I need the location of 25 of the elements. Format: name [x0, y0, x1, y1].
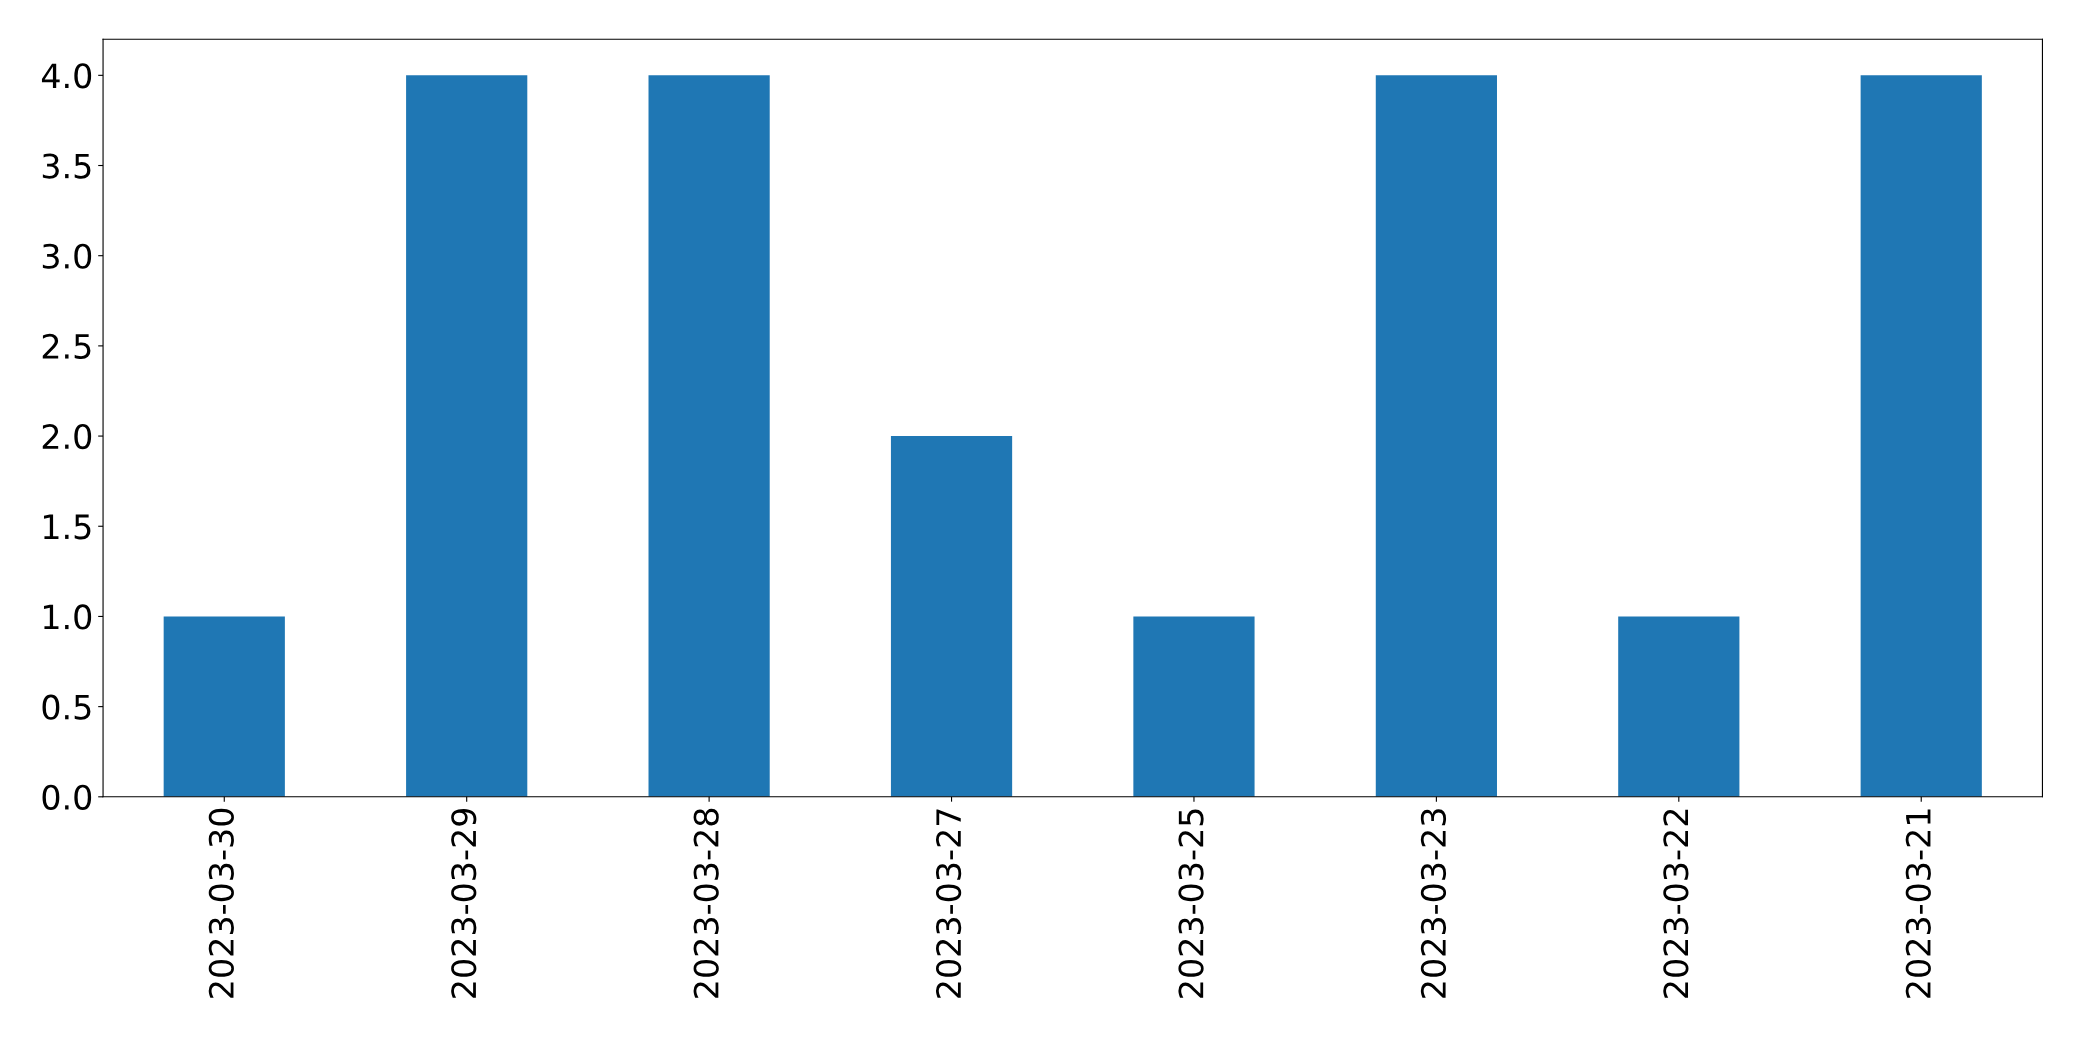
x-tick-label: 2023-03-28	[693, 808, 719, 998]
y-tick-label: 1.5	[43, 514, 91, 540]
y-tick-label: 2.5	[42, 333, 91, 360]
y-tick-label: 3.5	[42, 153, 91, 179]
bar	[1618, 616, 1740, 797]
y-tick-label: 1.0	[43, 604, 92, 630]
y-tick-label: 0.0	[42, 784, 92, 810]
y-tick-label: 0.5	[42, 694, 91, 720]
y-tick-label: 2.0	[42, 424, 92, 450]
bar	[890, 436, 1013, 797]
x-tick-label: 2023-03-27	[936, 809, 962, 998]
x-tick-label: 2023-03-23	[1420, 809, 1447, 998]
y-tick-label: 4.0	[41, 63, 92, 89]
bar	[1375, 75, 1497, 797]
x-tick-label: 2023-03-29	[451, 808, 477, 998]
y-tick-label: 3.0	[42, 243, 92, 269]
x-tick-label: 2023-03-21	[1905, 809, 1931, 998]
x-tick-label: 2023-03-25	[1178, 809, 1204, 998]
bar	[648, 75, 770, 797]
bar	[163, 616, 285, 797]
bar	[1133, 616, 1255, 797]
bar	[1860, 75, 1982, 797]
x-tick-label: 2023-03-30	[208, 808, 234, 998]
x-tick-label: 2023-03-22	[1663, 809, 1689, 998]
bar	[406, 75, 528, 797]
